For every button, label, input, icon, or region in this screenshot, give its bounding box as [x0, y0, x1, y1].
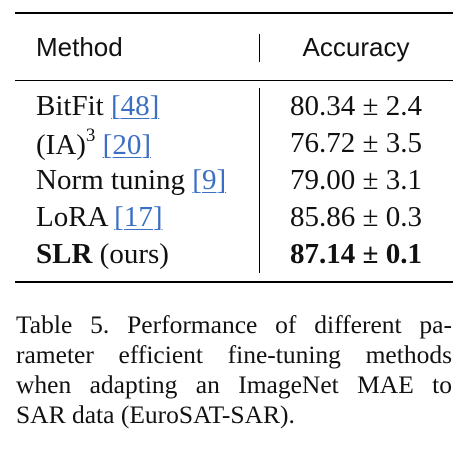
caption-line: Table 5. Performance of different pa-: [16, 310, 452, 339]
table-bottom-rule: [15, 281, 453, 283]
table-header-row: Method Accuracy: [15, 14, 453, 80]
accuracy-value: 80.34 ± 2.4: [290, 90, 422, 122]
header-column-divider: [259, 34, 260, 62]
table-mid-rule: [15, 80, 453, 81]
accuracy-value: 79.00 ± 3.1: [290, 164, 422, 196]
method-name: BitFit: [36, 90, 104, 122]
caption-line: when adapting an ImageNet MAE to: [16, 370, 452, 399]
method-name: (IA)3: [36, 125, 96, 161]
citation-link[interactable]: [20]: [102, 129, 151, 161]
citation-link[interactable]: [9]: [192, 164, 227, 196]
results-table: Method Accuracy BitFit [48] 80.34 ± 2.4 …: [15, 12, 453, 283]
citation-link[interactable]: [17]: [114, 201, 163, 233]
table-caption: Table 5. Performance of different pa- ra…: [16, 310, 452, 430]
accuracy-value: 87.14 ± 0.1: [290, 238, 422, 270]
accuracy-value: 85.86 ± 0.3: [290, 201, 422, 233]
method-name: SLR: [36, 238, 93, 270]
table-top-rule: [15, 12, 453, 14]
citation-link[interactable]: [48]: [110, 90, 160, 122]
header-method: Method: [36, 31, 123, 62]
table-row: BitFit [48] 80.34 ± 2.4: [15, 88, 453, 125]
caption-line: SAR data (EuroSAT-SAR).: [16, 400, 295, 429]
table-row: Norm tuning [9] 79.00 ± 3.1: [15, 162, 453, 199]
table-row-best: SLR (ours) 87.14 ± 0.1: [15, 236, 453, 273]
method-name: Norm tuning: [36, 164, 186, 196]
caption-line: rameter efficient fine-tuning methods: [16, 340, 452, 369]
method-suffix: (ours): [99, 238, 169, 270]
method-superscript: 3: [85, 125, 96, 146]
body-column-divider: [259, 88, 260, 273]
method-name: LoRA: [36, 201, 107, 233]
table-body: BitFit [48] 80.34 ± 2.4 (IA)3 [20] 76.72…: [15, 81, 453, 281]
header-accuracy: Accuracy: [302, 31, 410, 62]
table-row: (IA)3 [20] 76.72 ± 3.5: [15, 125, 453, 162]
accuracy-value: 76.72 ± 3.5: [290, 127, 422, 159]
table-row: LoRA [17] 85.86 ± 0.3: [15, 199, 453, 236]
